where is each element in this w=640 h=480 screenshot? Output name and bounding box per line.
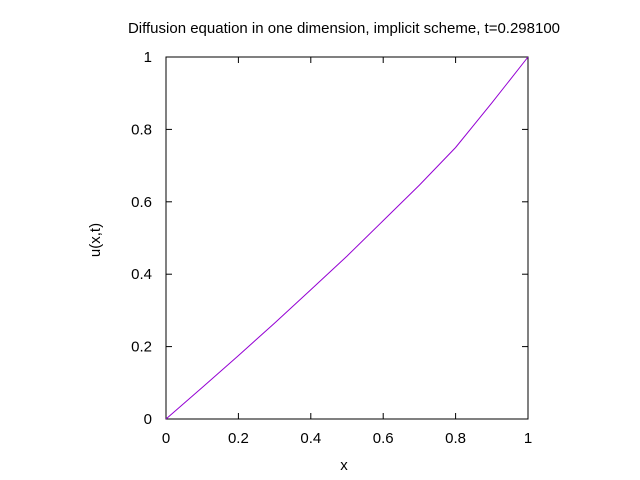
plot-frame [165,56,529,420]
y-tick-label: 0.6 [131,194,152,211]
series-group [165,56,529,420]
y-axis-label: u(x,t) [87,223,104,257]
series-line [165,56,529,420]
x-axis-label: x [340,457,348,474]
chart-title: Diffusion equation in one dimension, imp… [128,20,560,37]
y-tick-label: 0.4 [131,266,152,283]
x-tick-label: 1 [524,430,532,447]
x-tick-label: 0 [162,430,170,447]
y-tick-label: 0 [144,411,152,428]
x-tick-label: 0.4 [300,430,321,447]
ticks: 0 0.2 0.4 0.6 0.8 1 0 0.2 0.4 0.6 0.8 1 [131,49,532,447]
x-tick-label: 0.2 [228,430,249,447]
y-tick-label: 0.2 [131,339,152,356]
y-tick-label: 1 [144,49,152,66]
x-tick-label: 0.6 [373,430,394,447]
y-tick-label: 0.8 [131,121,152,138]
x-tick-label: 0.8 [445,430,466,447]
